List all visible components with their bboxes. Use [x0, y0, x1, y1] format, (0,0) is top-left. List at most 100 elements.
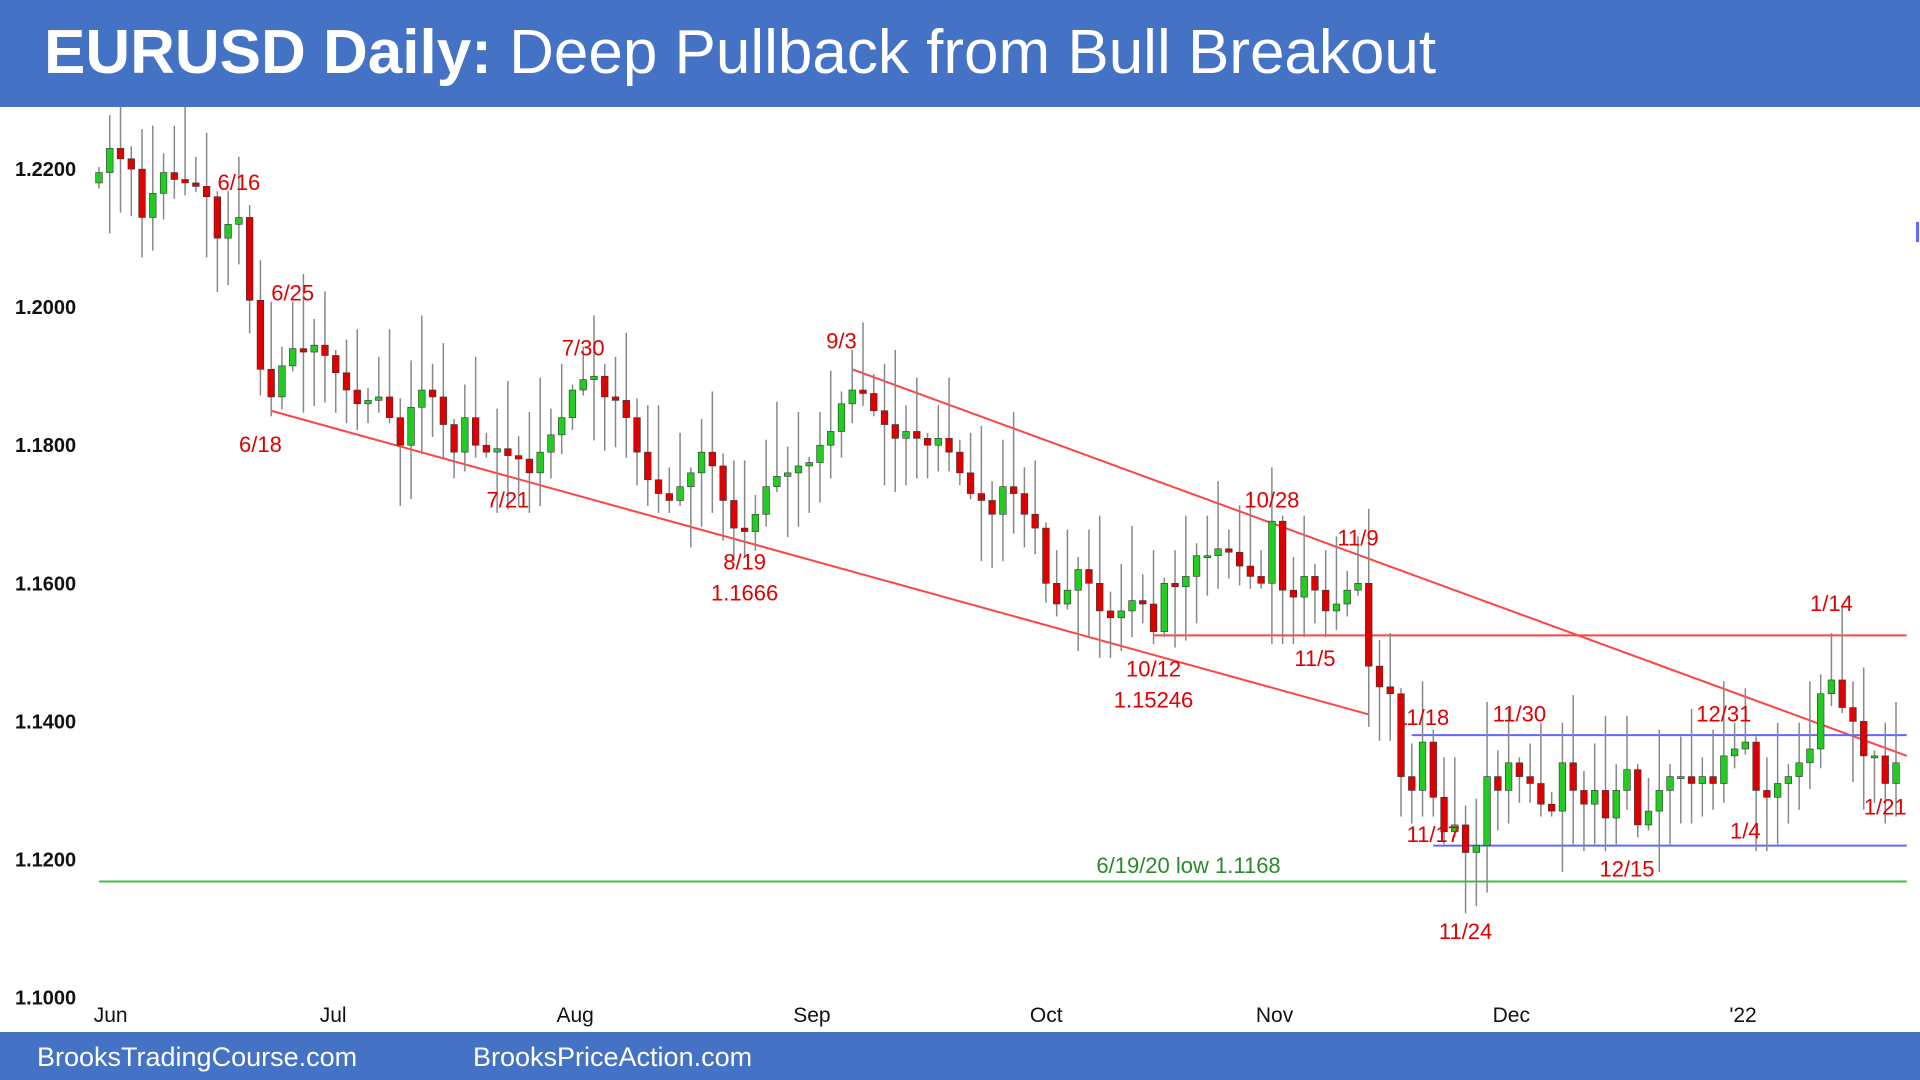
- candle: [1192, 543, 1201, 624]
- candle: [1408, 743, 1416, 824]
- candle: [859, 322, 867, 406]
- candle: [482, 432, 491, 458]
- candle: [719, 453, 727, 541]
- x-tick-label: Sep: [793, 1004, 830, 1027]
- candle: [95, 167, 103, 189]
- candle: [1461, 805, 1470, 914]
- candle: [1160, 577, 1168, 638]
- candle: [1010, 412, 1018, 534]
- candle: [1235, 505, 1244, 586]
- candle: [547, 408, 555, 479]
- candle: [364, 387, 372, 424]
- footer-site-right[interactable]: BrooksPriceAction.com: [473, 1042, 753, 1072]
- candle: [687, 467, 695, 548]
- candle: [310, 318, 318, 406]
- candle: [1687, 708, 1696, 824]
- candle: [353, 329, 361, 431]
- candle: [396, 398, 404, 506]
- candle: [1730, 722, 1739, 769]
- candle: [1655, 729, 1663, 872]
- y-tick-label: 1.1200: [15, 849, 76, 871]
- candle: [1548, 791, 1556, 817]
- candle: [1332, 536, 1341, 631]
- candle: [332, 349, 340, 413]
- candle: [471, 356, 480, 458]
- candle: [708, 391, 716, 513]
- candle: [579, 346, 587, 396]
- candle: [827, 370, 835, 479]
- candle: [439, 343, 447, 458]
- candle: [116, 107, 125, 213]
- candle: [1386, 633, 1394, 741]
- candle: [149, 125, 157, 251]
- candle: [751, 494, 760, 551]
- candle: [213, 191, 222, 292]
- candle: [504, 381, 512, 510]
- annotation-a-730: 7/30: [562, 336, 605, 361]
- candle: [202, 132, 211, 258]
- candle: [1117, 563, 1125, 651]
- candle: [1053, 550, 1061, 617]
- footer-site-left[interactable]: BrooksTradingCourse.com: [37, 1042, 358, 1072]
- annotation-a-119: 11/9: [1337, 525, 1378, 550]
- candle: [1139, 574, 1147, 624]
- chart-title-rest: Deep Pullback from Bull Breakout: [491, 18, 1437, 87]
- x-axis: Jun Jul Aug Sep Oct Nov Dec '22: [94, 1004, 1757, 1027]
- candle: [1881, 722, 1889, 824]
- candle: [536, 377, 544, 506]
- candle: [1827, 633, 1836, 707]
- candle: [1504, 708, 1513, 824]
- candle: [278, 346, 286, 410]
- annotation-a-618: 6/18: [239, 432, 282, 457]
- y-tick-label: 1.1000: [15, 987, 76, 1009]
- candle: [633, 398, 641, 486]
- candle: [1860, 667, 1868, 810]
- candle: [1322, 550, 1330, 638]
- candle: [1698, 757, 1706, 817]
- annotation-a-115: 11/5: [1294, 646, 1335, 671]
- candle: [1257, 550, 1265, 589]
- candle: [644, 405, 652, 506]
- annotation-a-121: 1/21: [1864, 795, 1907, 820]
- candle: [1203, 515, 1211, 596]
- annotation-a-1130: 11/30: [1493, 701, 1546, 726]
- candle: [1246, 491, 1255, 589]
- candlestick-chart: 1.2200 1.2000 1.1800 1.1600 1.1400 1.1200 1.10…: [15, 107, 1919, 1027]
- candle: [267, 301, 275, 417]
- candle: [784, 446, 792, 538]
- candle: [159, 153, 168, 220]
- candle: [1042, 522, 1050, 603]
- candle: [1440, 757, 1448, 845]
- x-tick-label: Nov: [1256, 1004, 1294, 1027]
- candle: [1849, 681, 1857, 783]
- chart-annotations: 6/16 6/25 6/18 7/30 7/21 9/3 8/19 1.1666 10/28 11…: [217, 170, 1906, 944]
- candle: [1666, 764, 1674, 845]
- candle: [1472, 798, 1480, 907]
- candle: [880, 363, 889, 486]
- candle: [375, 356, 383, 413]
- candle: [1171, 550, 1179, 648]
- annotation-a-1028: 10/28: [1244, 487, 1299, 512]
- candle: [1817, 674, 1825, 769]
- candle: [794, 412, 803, 527]
- candle: [966, 432, 975, 500]
- x-tick-label: Jun: [94, 1004, 128, 1027]
- candle: [740, 460, 749, 558]
- candle: [611, 356, 620, 448]
- candle: [1569, 695, 1577, 845]
- candle: [385, 329, 394, 424]
- candle: [923, 432, 932, 479]
- x-tick-label: Aug: [556, 1004, 593, 1027]
- y-axis: 1.2200 1.2000 1.1800 1.1600 1.1400 1.1200 1.10…: [15, 159, 76, 1009]
- candle: [622, 332, 630, 458]
- candle: [246, 205, 254, 334]
- candle: [1020, 467, 1029, 548]
- candle: [407, 360, 415, 500]
- candle: [428, 363, 437, 437]
- candle: [224, 191, 232, 286]
- candle: [697, 419, 706, 527]
- candle: [1720, 681, 1728, 803]
- candle: [1085, 529, 1093, 638]
- chart-title-bold: EURUSD Daily:: [44, 18, 492, 87]
- candle: [1300, 515, 1308, 638]
